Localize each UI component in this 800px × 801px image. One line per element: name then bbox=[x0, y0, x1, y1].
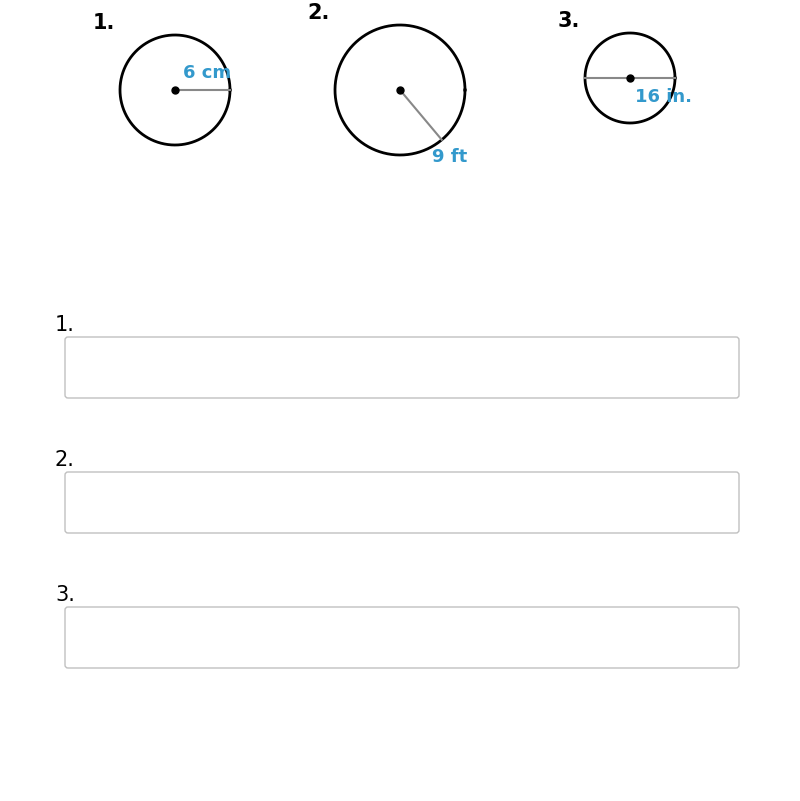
Text: 9 ft: 9 ft bbox=[432, 148, 467, 166]
Text: 3.: 3. bbox=[55, 585, 75, 605]
FancyBboxPatch shape bbox=[65, 337, 739, 398]
Text: 3.: 3. bbox=[558, 11, 580, 31]
Text: 2.: 2. bbox=[308, 3, 330, 23]
Text: 1.: 1. bbox=[55, 315, 75, 335]
FancyBboxPatch shape bbox=[65, 472, 739, 533]
FancyBboxPatch shape bbox=[65, 607, 739, 668]
Text: 16 in.: 16 in. bbox=[635, 88, 692, 106]
Text: 6 cm: 6 cm bbox=[183, 64, 231, 82]
Text: 1.: 1. bbox=[93, 13, 115, 33]
Text: 2.: 2. bbox=[55, 450, 75, 470]
